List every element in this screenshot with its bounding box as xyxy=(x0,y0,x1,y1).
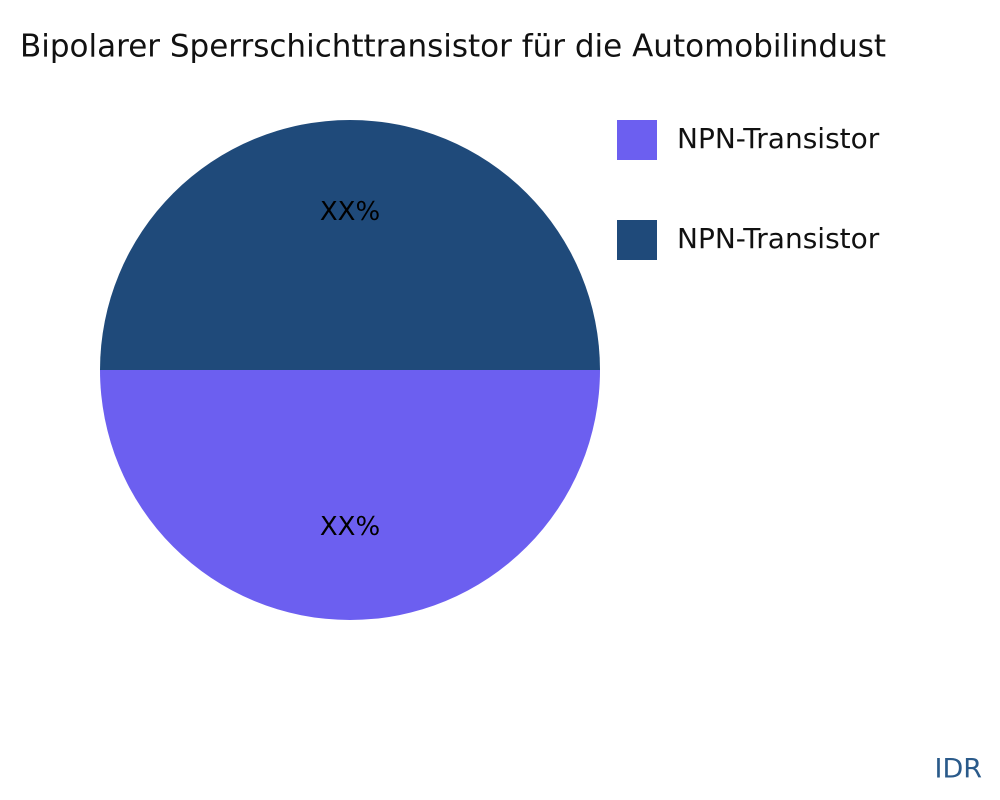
chart-title: Bipolarer Sperrschichttransistor für die… xyxy=(20,29,886,65)
legend-swatch xyxy=(617,220,657,260)
watermark: IDR xyxy=(934,754,982,785)
slice-label: XX% xyxy=(320,512,380,542)
pie-slice xyxy=(100,370,600,620)
legend-swatch xyxy=(617,120,657,160)
legend-label: NPN-Transistor xyxy=(677,122,880,155)
slice-label: XX% xyxy=(320,197,380,227)
pie-slice xyxy=(100,120,600,370)
legend-label: NPN-Transistor xyxy=(677,222,880,255)
